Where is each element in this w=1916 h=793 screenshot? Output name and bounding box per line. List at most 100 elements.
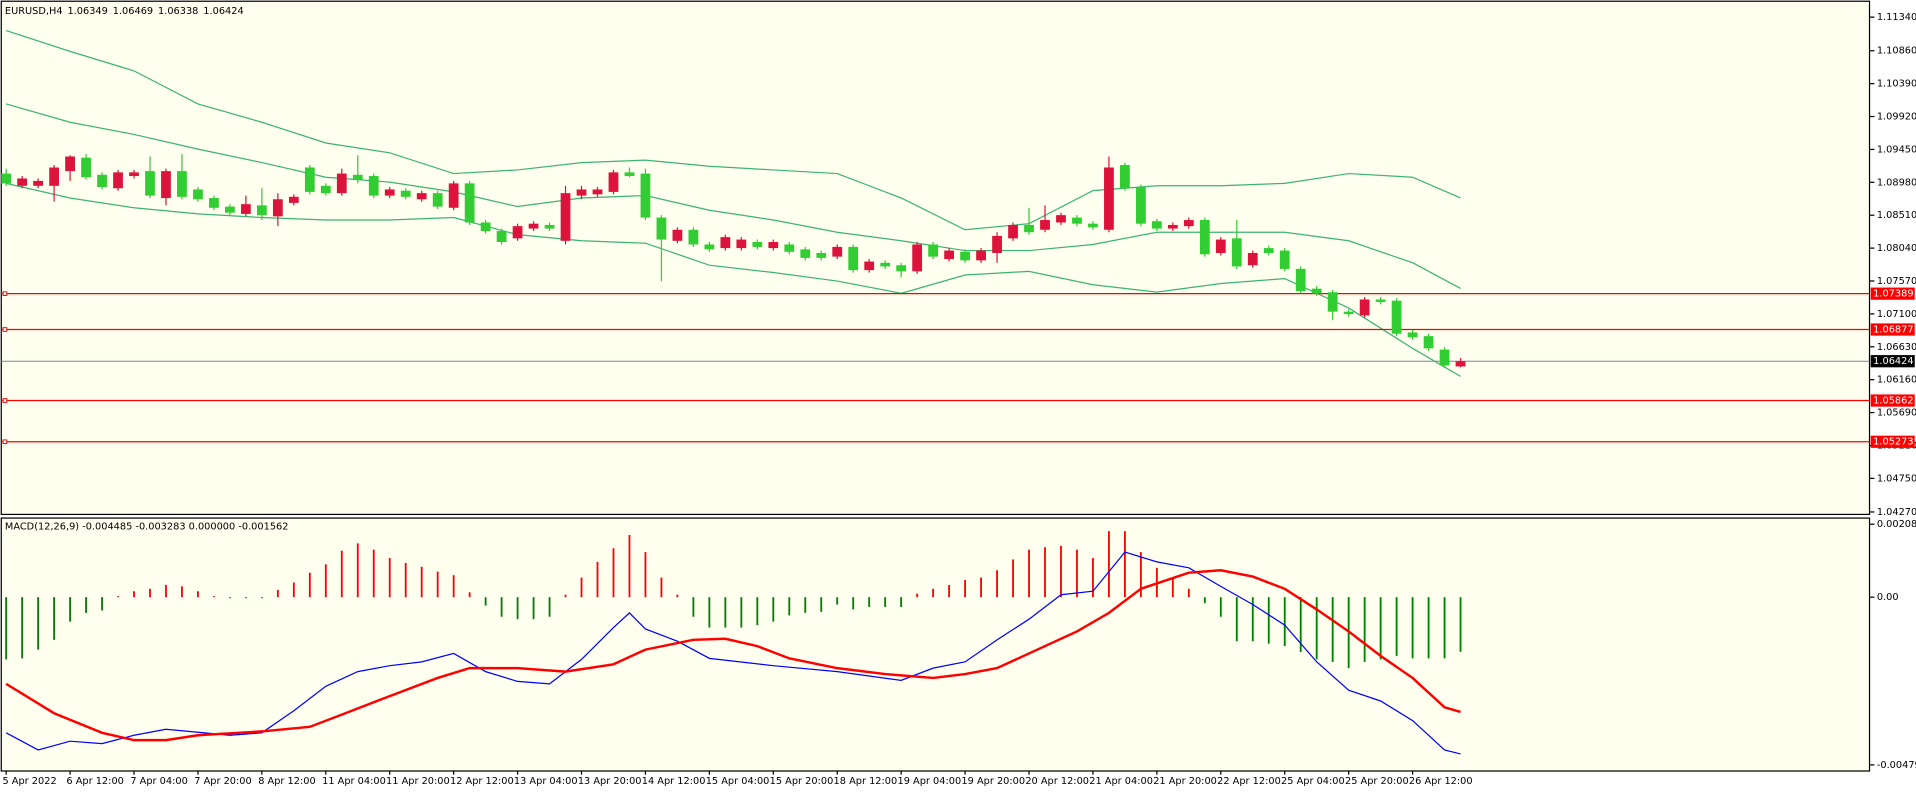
candle-body — [1423, 336, 1434, 349]
candle-body — [1151, 221, 1162, 229]
candle-body — [912, 244, 923, 272]
candle-body — [33, 180, 44, 186]
candle-body — [784, 244, 795, 252]
y-tick-label: 1.07570 — [1877, 276, 1916, 287]
candle-body — [624, 172, 635, 177]
indicator-line — [5, 569, 1461, 742]
x-tick-label: 22 Apr 12:00 — [1217, 776, 1281, 787]
y-tick-label: 1.09920 — [1877, 112, 1916, 123]
indicator-line — [5, 30, 1461, 231]
candle-body — [288, 196, 299, 203]
candle-body — [400, 190, 411, 197]
candle-body — [1040, 220, 1050, 230]
candle-body — [1120, 165, 1130, 189]
candle-body — [1104, 167, 1114, 230]
y-tick-label: 1.05690 — [1877, 408, 1916, 419]
header-value: 1.06338 — [158, 6, 198, 17]
candle-body — [241, 204, 251, 214]
candle-body — [272, 199, 283, 217]
x-tick-label: 15 Apr 04:00 — [706, 776, 770, 787]
y-tick-label: 1.08040 — [1877, 243, 1916, 254]
y-tick-label: 1.04270 — [1877, 507, 1916, 518]
x-tick-label: 19 Apr 04:00 — [897, 776, 961, 787]
x-tick-label: 8 Apr 12:00 — [258, 776, 315, 787]
candle-body — [1231, 238, 1242, 267]
candle-body — [97, 174, 107, 188]
candle-body — [1359, 299, 1370, 316]
header-value: 1.06424 — [203, 6, 243, 17]
x-tick-label: 20 Apr 12:00 — [1025, 776, 1089, 787]
x-tick-label: 7 Apr 04:00 — [130, 776, 187, 787]
candle-body — [816, 253, 827, 258]
level-handle — [2, 398, 8, 403]
x-tick-label: 13 Apr 20:00 — [578, 776, 642, 787]
candle-body — [608, 172, 619, 192]
candle-body — [1167, 224, 1178, 229]
candle-body — [225, 206, 235, 213]
candle-body — [1, 173, 12, 184]
x-tick-label: 12 Apr 12:00 — [450, 776, 514, 787]
candle-body — [129, 172, 139, 177]
indicator-line — [5, 103, 1461, 289]
y-tick-label: 1.08980 — [1877, 177, 1916, 188]
candle-body — [336, 173, 347, 194]
candle-body — [193, 189, 203, 200]
x-tick-label: 25 Apr 04:00 — [1281, 776, 1345, 787]
y-tick-label: 1.08510 — [1877, 210, 1916, 221]
level-label-bg — [1870, 287, 1915, 300]
candle-body — [1215, 239, 1226, 254]
level-label: 1.05862 — [1873, 396, 1913, 407]
x-tick-label: 21 Apr 04:00 — [1089, 776, 1153, 787]
candle-body — [432, 193, 443, 207]
level-handle — [2, 291, 8, 296]
level-label-bg — [1870, 394, 1915, 407]
candle-body — [1327, 292, 1338, 312]
level-label-bg — [1870, 323, 1915, 336]
macd-panel — [0, 517, 1871, 772]
candle-body — [304, 167, 315, 192]
candle-body — [496, 231, 507, 243]
candle-body — [1311, 288, 1322, 294]
candle-body — [1199, 220, 1210, 255]
level-handle — [2, 327, 8, 332]
candle-body — [1136, 187, 1146, 224]
candle-body — [1375, 299, 1386, 302]
candle-body — [656, 217, 667, 240]
candle-body — [752, 242, 763, 247]
candle-body — [1391, 300, 1402, 334]
candle-body — [209, 198, 219, 208]
candle-body — [800, 249, 811, 258]
x-tick-label: 14 Apr 12:00 — [642, 776, 706, 787]
candle-body — [1407, 332, 1418, 338]
candle-body — [1439, 349, 1450, 366]
candle-body — [256, 205, 267, 216]
candle-body — [512, 226, 523, 239]
candle-body — [1056, 215, 1066, 223]
candle-body — [544, 224, 555, 229]
candle-body — [1247, 253, 1258, 266]
candle-body — [944, 250, 954, 260]
candle-body — [177, 171, 187, 197]
candle-body — [464, 183, 475, 223]
candle-body — [768, 242, 779, 249]
level-label: 1.06877 — [1873, 325, 1913, 336]
candle-body — [416, 193, 427, 200]
header-value: EURUSD,H4 — [5, 6, 63, 17]
candle-body — [320, 185, 331, 194]
x-tick-label: 15 Apr 20:00 — [770, 776, 834, 787]
y-tick-label: 1.06160 — [1877, 375, 1916, 386]
candle-body — [992, 235, 1002, 254]
x-tick-label: 26 Apr 12:00 — [1409, 776, 1473, 787]
x-tick-label: 5 Apr 2022 — [2, 776, 56, 787]
x-tick-label: 6 Apr 12:00 — [66, 776, 123, 787]
header-value: 1.06349 — [67, 6, 107, 17]
y-tick-label: 1.09450 — [1877, 144, 1916, 155]
y-tick-label: 1.11340 — [1877, 12, 1916, 23]
y-tick-label: 0.00 — [1877, 592, 1899, 603]
level-label: 1.07389 — [1873, 289, 1913, 300]
candle-body — [736, 239, 747, 249]
x-tick-label: 21 Apr 20:00 — [1153, 776, 1217, 787]
y-tick-label: 1.10860 — [1877, 46, 1916, 57]
level-handle — [2, 439, 8, 445]
